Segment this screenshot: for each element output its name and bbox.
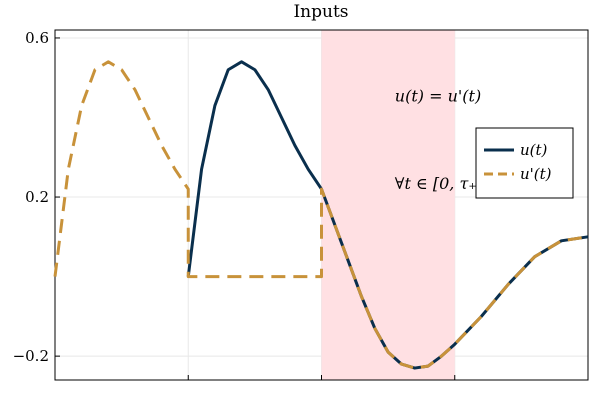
y-tick-label: 0.6 [25, 29, 49, 47]
legend-label-u-prime: u'(t) [520, 165, 552, 183]
y-tick-label: 0.2 [25, 188, 49, 206]
legend-label-u: u(t) [520, 141, 548, 159]
y-tick-label: −0.2 [13, 347, 49, 365]
shaded-region [321, 30, 455, 380]
chart-title: Inputs [293, 2, 348, 22]
series-u-prime-line [53, 60, 589, 370]
annotation-time-range: ∀t ∈ [0, τ₊] [395, 174, 484, 193]
annotation-equality: u(t) = u'(t) [395, 87, 481, 106]
legend: u(t) u'(t) [475, 127, 574, 199]
legend-box [475, 127, 574, 199]
